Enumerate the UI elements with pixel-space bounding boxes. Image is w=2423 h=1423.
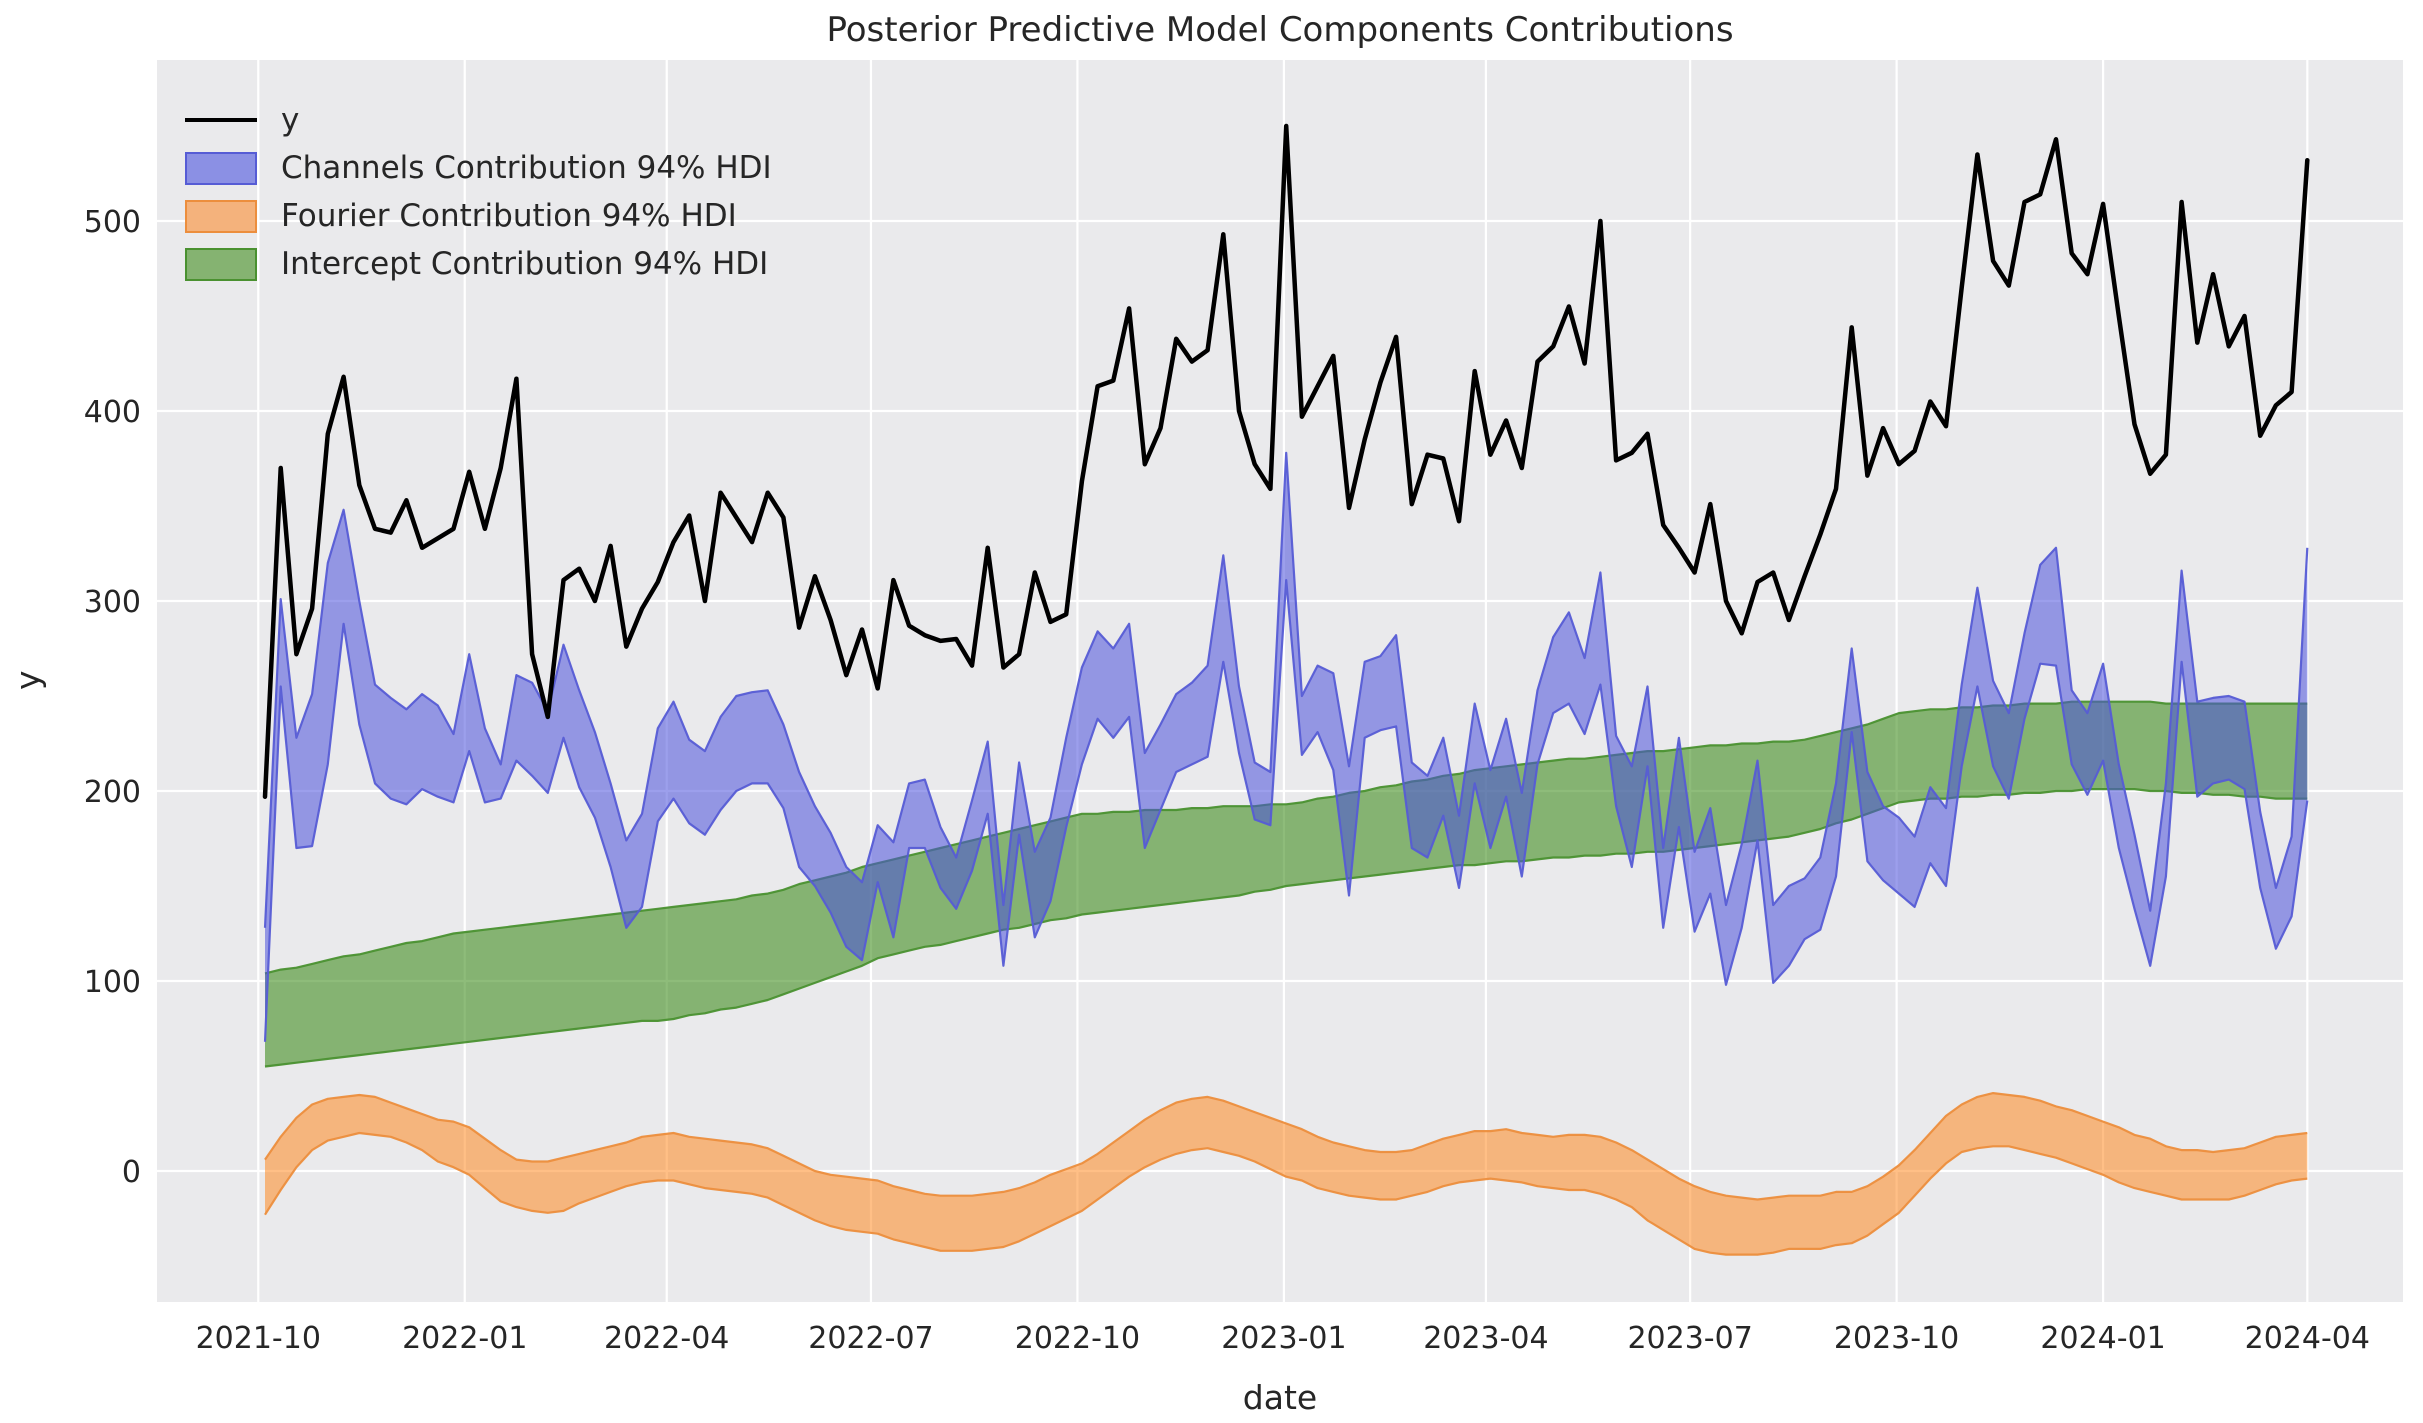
legend-patch-swatch bbox=[185, 199, 257, 233]
x-tick-label: 2022-10 bbox=[1015, 1321, 1140, 1356]
x-tick-label: 2024-01 bbox=[2040, 1321, 2165, 1356]
x-tick-label: 2022-07 bbox=[808, 1321, 933, 1356]
channels-band-upper-edge bbox=[263, 451, 2309, 928]
x-tick-label: 2023-10 bbox=[1834, 1321, 1959, 1356]
x-tick-label: 2021-10 bbox=[196, 1321, 321, 1356]
legend-patch-swatch bbox=[185, 247, 257, 281]
channels-band-lower-edge bbox=[263, 578, 2309, 1042]
intercept-band-fill bbox=[265, 701, 2308, 1067]
legend-label: Intercept Contribution 94% HDI bbox=[281, 246, 769, 282]
x-tick-label: 2023-04 bbox=[1423, 1321, 1548, 1356]
y-tick-label: 400 bbox=[84, 395, 141, 430]
fourier-band-fill bbox=[265, 1093, 2308, 1255]
y-tick-label: 0 bbox=[122, 1155, 141, 1190]
intercept-band-lower-edge bbox=[264, 787, 2308, 1068]
y-tick-label: 200 bbox=[84, 775, 141, 810]
legend-patch-swatch bbox=[185, 151, 257, 185]
channels-band-fill bbox=[265, 452, 2308, 1042]
fourier-band-lower-edge bbox=[264, 1131, 2308, 1256]
x-tick-label: 2022-01 bbox=[402, 1321, 527, 1356]
legend-item: Fourier Contribution 94% HDI bbox=[185, 192, 772, 240]
legend-line-swatch bbox=[185, 118, 257, 122]
x-tick-label: 2023-01 bbox=[1221, 1321, 1346, 1356]
x-tick-label: 2024-04 bbox=[2245, 1321, 2370, 1356]
x-tick-label: 2023-07 bbox=[1627, 1321, 1752, 1356]
legend-item: Channels Contribution 94% HDI bbox=[185, 144, 772, 192]
legend-label: Fourier Contribution 94% HDI bbox=[281, 198, 737, 234]
y-line bbox=[262, 123, 2310, 799]
y-tick-label: 100 bbox=[84, 965, 141, 1000]
legend-label: y bbox=[281, 102, 300, 138]
x-axis-label: date bbox=[1242, 1378, 1318, 1417]
legend-label: Channels Contribution 94% HDI bbox=[281, 150, 772, 186]
legend-item: Intercept Contribution 94% HDI bbox=[185, 240, 772, 288]
chart-title: Posterior Predictive Model Components Co… bbox=[826, 10, 1734, 50]
y-axis-label: y bbox=[8, 670, 47, 690]
legend-item: y bbox=[185, 96, 772, 144]
fourier-band-upper-edge bbox=[264, 1091, 2308, 1201]
y-tick-label: 300 bbox=[84, 585, 141, 620]
legend: y Channels Contribution 94% HDI Fourier Co… bbox=[185, 96, 772, 288]
y-tick-label: 500 bbox=[84, 205, 141, 240]
x-tick-label: 2022-04 bbox=[604, 1321, 729, 1356]
